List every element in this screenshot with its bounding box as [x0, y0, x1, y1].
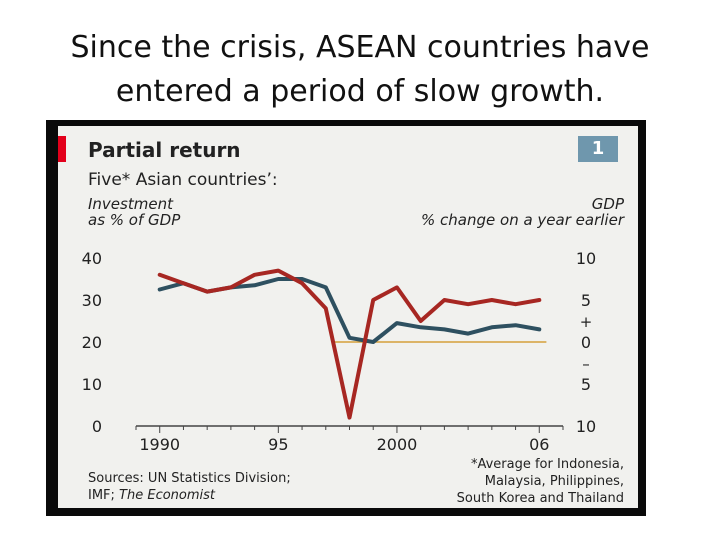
sources-line-1: Sources: UN Statistics Division; — [88, 471, 291, 486]
right-axis-title: GDP % change on a year earlier — [421, 196, 624, 228]
right-tick-label-2: 0 — [581, 333, 591, 352]
footnote-line-1: *Average for Indonesia, — [470, 457, 624, 472]
sources-line-2: IMF; The Economist — [88, 487, 291, 504]
footnote-line-2: Malaysia, Philippines, — [484, 474, 624, 489]
right-tick-label-1: 5 — [581, 375, 591, 394]
chart-subtitle: Five* Asian countries’: — [88, 170, 278, 190]
series-line-gdp — [157, 268, 542, 420]
slide-title-line-1: Since the crisis, ASEAN countries have — [70, 30, 650, 65]
slide-title-line-2: entered a period of slow growth. — [115, 74, 605, 109]
left-tick-label-40: 40 — [82, 249, 102, 268]
right-tick-label-3: 5 — [581, 291, 591, 310]
chart-sources: Sources: UN Statistics Division; IMF; Th… — [88, 470, 291, 504]
right-axis-title-line-1: GDP — [591, 195, 624, 213]
chart-footnote: *Average for Indonesia, Malaysia, Philip… — [457, 456, 624, 507]
left-axis-title: Investment as % of GDP — [88, 196, 180, 228]
chart-panel: Partial return 1 Five* Asian countries’:… — [58, 126, 638, 508]
left-tick-label-0: 0 — [92, 417, 102, 436]
line-chart: 0 10 20 30 40 10 5 0 5 10 + – 1990 95 2000 06 — [82, 249, 597, 454]
right-sign-plus: + — [580, 313, 593, 331]
x-tick-label-95: 95 — [268, 435, 288, 454]
chart-title: Partial return — [88, 138, 241, 162]
left-tick-label-20: 20 — [82, 333, 102, 352]
chart-image-frame: Partial return 1 Five* Asian countries’:… — [46, 120, 646, 516]
sources-line-2-prefix: IMF; — [88, 488, 120, 503]
left-tick-label-30: 30 — [82, 291, 102, 310]
red-tab-marker — [58, 136, 66, 162]
left-tick-label-10: 10 — [82, 375, 102, 394]
left-axis-title-line-2: as % of GDP — [88, 211, 181, 229]
x-tick-label-1990: 1990 — [139, 435, 180, 454]
left-axis-title-line-1: Investment — [88, 195, 173, 213]
sources-line-2-italic: The Economist — [119, 488, 216, 503]
footnote-line-3: South Korea and Thailand — [456, 491, 624, 506]
right-tick-label-4: 10 — [576, 249, 596, 268]
right-axis-title-line-2: % change on a year earlier — [421, 211, 624, 229]
x-tick-label-06: 06 — [529, 435, 549, 454]
right-tick-label-0: 10 — [576, 417, 596, 436]
right-sign-minus: – — [582, 355, 590, 373]
chart-number-badge: 1 — [578, 136, 618, 162]
slide-title: Since the crisis, ASEAN countries have e… — [40, 26, 680, 114]
x-tick-label-2000: 2000 — [377, 435, 418, 454]
